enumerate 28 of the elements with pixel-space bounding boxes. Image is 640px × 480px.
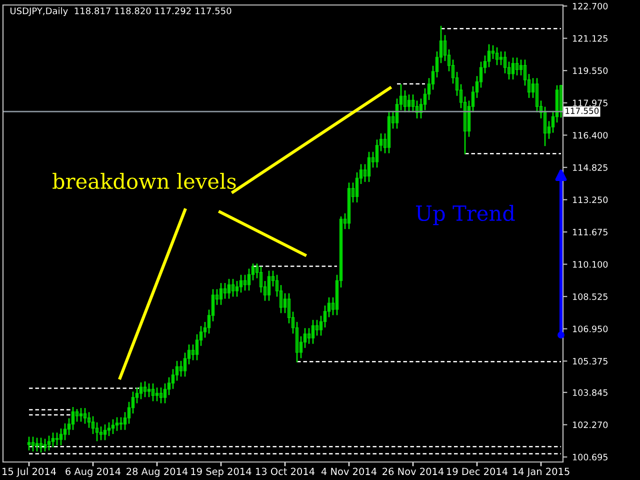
ref-line-label: 117.550 xyxy=(566,108,599,114)
y-tick-label: 122.700 xyxy=(572,2,608,10)
x-tick-label: 19 Dec 2014 xyxy=(447,468,508,476)
x-tick-label: 13 Oct 2014 xyxy=(256,468,315,476)
y-tick-label: 119.550 xyxy=(572,67,608,74)
y-tick-label: 116.400 xyxy=(572,132,608,139)
annotation: Up Trend xyxy=(416,204,515,226)
y-tick-label: 103.845 xyxy=(572,389,608,396)
x-tick-label: 4 Nov 2014 xyxy=(321,468,376,476)
x-tick-label: 28 Aug 2014 xyxy=(126,468,188,477)
y-tick-label: 105.375 xyxy=(572,358,608,365)
y-tick-label: 100.695 xyxy=(572,454,608,460)
x-tick-label: 15 Jul 2014 xyxy=(2,468,56,477)
x-tick-label: 26 Nov 2014 xyxy=(382,468,444,476)
y-tick-label: 113.250 xyxy=(572,196,608,204)
annotation: breakdown levels xyxy=(52,172,236,190)
y-tick-label: 106.950 xyxy=(572,326,608,332)
y-tick-label: 102.270 xyxy=(572,422,608,428)
x-tick-label: 14 Jan 2015 xyxy=(512,468,570,477)
y-tick-label: 110.100 xyxy=(572,261,608,268)
y-tick-label: 117.975 xyxy=(572,100,608,106)
y-tick-label: 114.825 xyxy=(572,164,608,171)
x-tick-label: 6 Aug 2014 xyxy=(66,468,120,477)
y-tick-label: 121.125 xyxy=(572,35,608,42)
y-tick-label: 108.525 xyxy=(572,293,608,300)
y-tick-label: 111.675 xyxy=(572,228,608,236)
x-tick-label: 19 Sep 2014 xyxy=(191,468,252,477)
chart-title: USDJPY,Daily 118.817 118.820 117.292 117.550 xyxy=(10,7,232,16)
